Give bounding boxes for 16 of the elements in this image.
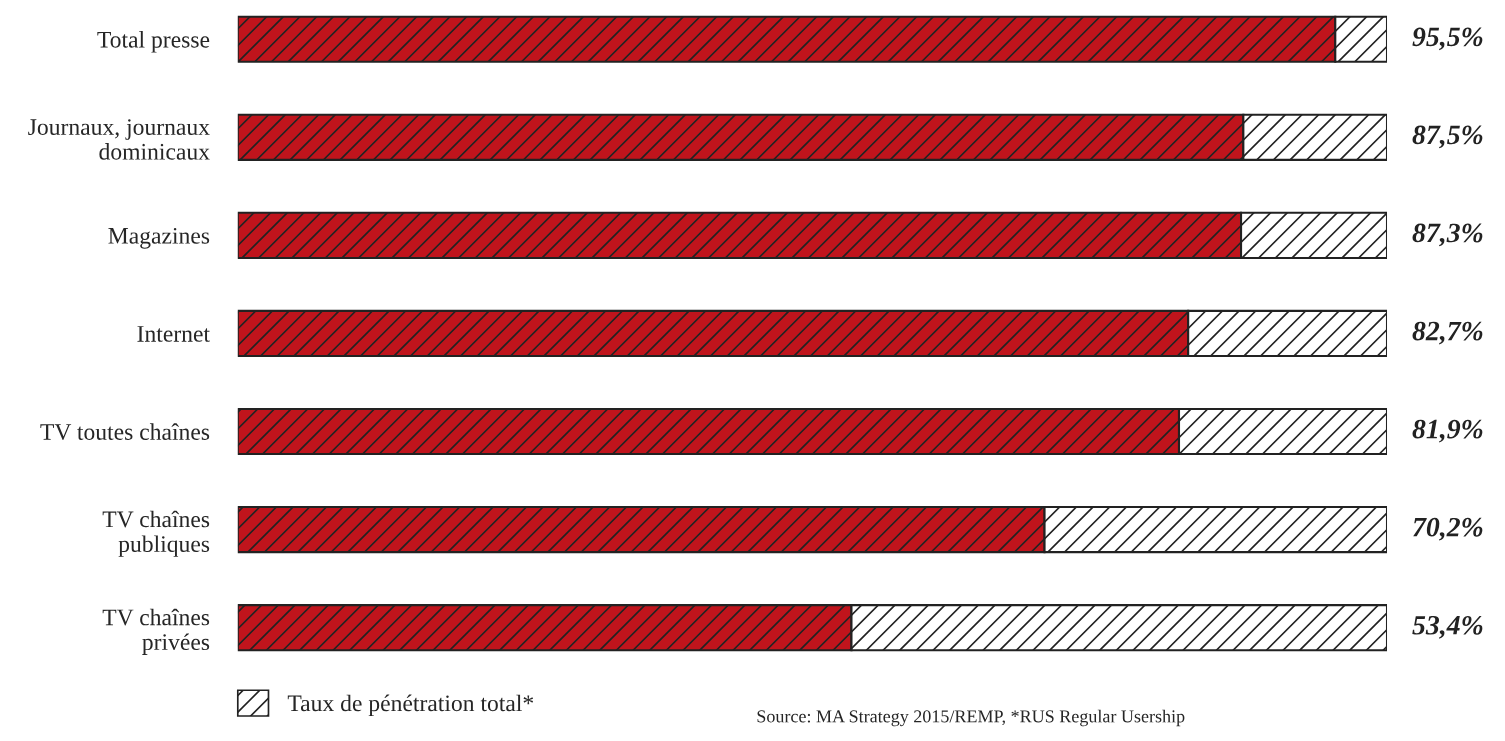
- y-tick-label: Internet: [137, 326, 210, 342]
- data-label: 95,5%: [1412, 27, 1483, 51]
- text: Taux de pénétration total*: [287, 694, 534, 717]
- source-note: Source: MA Strategy 2015/REMP, *RUS Regular Usership: [757, 709, 1185, 727]
- y-tick-label: Total presse: [97, 31, 210, 53]
- y-tick-label: TV toutes chaînes: [40, 423, 210, 441]
- data-label: 70,2%: [1413, 517, 1483, 541]
- y-tick-label: Journaux, journaux dominicaux: [28, 119, 210, 160]
- y-tick-label: Magazines: [108, 227, 210, 249]
- data-label: 81,9%: [1412, 419, 1483, 443]
- data-label: 82,7%: [1412, 321, 1483, 345]
- y-tick-label: TV chaînes publiques: [102, 510, 210, 557]
- y-tick-label: TV chaînes privées: [102, 608, 210, 655]
- data-label: 87,3%: [1412, 223, 1483, 247]
- data-label: 87,5%: [1412, 125, 1483, 149]
- data-label: 53,4%: [1412, 615, 1483, 639]
